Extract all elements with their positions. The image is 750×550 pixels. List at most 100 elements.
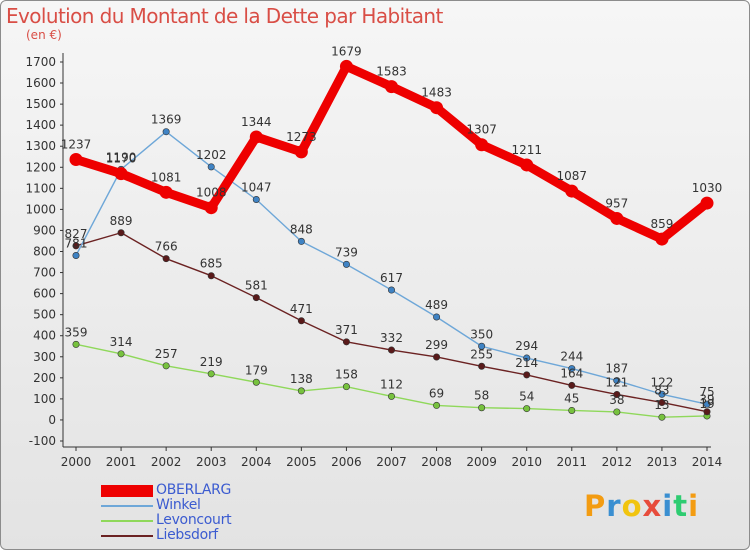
data-point-liebsdorf	[117, 229, 125, 237]
x-tick-label: 2009	[466, 455, 497, 469]
legend-label-liebsdorf: Liebsdorf	[156, 527, 218, 543]
brand-letter: i	[688, 489, 700, 523]
data-label-levoncourt: 359	[65, 325, 88, 339]
legend-item-liebsdorf: Liebsdorf	[101, 527, 301, 544]
legend-swatch-oberlarg	[101, 485, 153, 497]
data-point-oberlarg	[610, 211, 624, 225]
data-point-oberlarg	[700, 196, 714, 210]
data-label-winkel: 350	[470, 327, 493, 341]
data-point-liebsdorf	[523, 371, 531, 379]
data-point-oberlarg	[114, 167, 128, 181]
data-label-oberlarg: 1237	[61, 137, 92, 151]
data-point-levoncourt	[162, 362, 170, 370]
data-point-winkel	[387, 286, 395, 294]
data-point-oberlarg	[655, 232, 669, 246]
data-point-liebsdorf	[342, 338, 350, 346]
y-tick-label: 1100	[25, 181, 56, 195]
data-label-winkel: 1202	[196, 148, 227, 162]
data-label-winkel: 489	[425, 298, 448, 312]
y-tick-label: 800	[33, 245, 56, 259]
brand-letter: t	[673, 489, 689, 523]
data-point-levoncourt	[568, 406, 576, 414]
data-label-winkel: 1369	[151, 113, 182, 127]
legend-swatch-liebsdorf	[101, 535, 153, 537]
data-label-levoncourt: 19	[699, 397, 714, 411]
data-point-levoncourt	[72, 340, 80, 348]
x-tick-label: 2008	[421, 455, 452, 469]
data-point-oberlarg	[475, 138, 489, 152]
data-label-levoncourt: 314	[110, 335, 133, 349]
legend-label-winkel: Winkel	[156, 497, 201, 513]
data-label-oberlarg: 1273	[286, 130, 317, 144]
data-point-levoncourt	[613, 408, 621, 416]
data-point-liebsdorf	[703, 408, 711, 416]
x-tick-label: 2012	[602, 455, 633, 469]
y-tick-label: 600	[33, 287, 56, 301]
data-label-levoncourt: 219	[200, 355, 223, 369]
data-point-levoncourt	[297, 387, 305, 395]
y-tick-label: 700	[33, 266, 56, 280]
y-tick-label: 1600	[25, 76, 56, 90]
y-tick-label: 1500	[25, 97, 56, 111]
data-label-liebsdorf: 332	[380, 331, 403, 345]
data-point-levoncourt	[252, 378, 260, 386]
x-tick-label: 2001	[106, 455, 137, 469]
data-point-oberlarg	[339, 59, 353, 73]
data-label-oberlarg: 1008	[196, 186, 227, 200]
data-label-liebsdorf: 255	[470, 347, 493, 361]
data-label-oberlarg: 1679	[331, 44, 362, 58]
data-label-levoncourt: 45	[564, 391, 579, 405]
y-tick-label: 1300	[25, 139, 56, 153]
data-label-liebsdorf: 164	[560, 366, 583, 380]
legend-label-levoncourt: Levoncourt	[156, 512, 232, 528]
data-label-liebsdorf: 581	[245, 279, 268, 293]
x-tick-label: 2013	[647, 455, 678, 469]
x-tick-label: 2010	[511, 455, 542, 469]
legend-swatch-winkel	[101, 505, 153, 507]
data-label-liebsdorf: 299	[425, 338, 448, 352]
data-label-liebsdorf: 766	[155, 240, 178, 254]
y-tick-label: 500	[33, 308, 56, 322]
data-point-liebsdorf	[568, 381, 576, 389]
data-label-oberlarg: 1583	[376, 65, 407, 79]
data-point-liebsdorf	[297, 317, 305, 325]
data-point-winkel	[478, 342, 486, 350]
data-label-oberlarg: 859	[650, 217, 673, 231]
data-point-levoncourt	[523, 405, 531, 413]
brand-letter: P	[584, 489, 607, 523]
data-label-oberlarg: 1087	[557, 169, 588, 183]
data-point-liebsdorf	[72, 242, 80, 250]
data-label-liebsdorf: 827	[65, 227, 88, 241]
data-point-oberlarg	[430, 101, 444, 115]
data-point-levoncourt	[117, 350, 125, 358]
legend-label-oberlarg: OBERLARG	[156, 482, 232, 498]
data-point-levoncourt	[478, 404, 486, 412]
data-label-levoncourt: 138	[290, 372, 313, 386]
data-label-winkel: 781	[65, 237, 88, 251]
y-tick-label: 200	[33, 371, 56, 385]
y-tick-label: 400	[33, 329, 56, 343]
data-label-liebsdorf: 214	[515, 356, 538, 370]
data-point-winkel	[207, 163, 215, 171]
data-point-winkel	[342, 260, 350, 268]
data-label-liebsdorf: 39	[699, 393, 714, 407]
data-label-liebsdorf: 889	[110, 214, 133, 228]
data-label-levoncourt: 38	[609, 393, 624, 407]
data-point-liebsdorf	[658, 398, 666, 406]
data-point-winkel	[613, 377, 621, 385]
data-label-levoncourt: 112	[380, 377, 403, 391]
data-label-oberlarg: 1170	[106, 152, 137, 166]
data-label-winkel: 1190	[106, 150, 137, 164]
data-point-oberlarg	[69, 152, 83, 166]
x-tick-label: 2007	[376, 455, 407, 469]
data-point-winkel	[703, 400, 711, 408]
data-label-winkel: 739	[335, 245, 358, 259]
legend-item-oberlarg: OBERLARG	[101, 482, 301, 499]
y-tick-label: 100	[33, 392, 56, 406]
data-point-oberlarg	[204, 201, 218, 215]
data-point-winkel	[297, 237, 305, 245]
data-point-liebsdorf	[162, 255, 170, 263]
data-label-winkel: 294	[515, 339, 538, 353]
proxiti-logo: Proxiti	[584, 489, 699, 523]
